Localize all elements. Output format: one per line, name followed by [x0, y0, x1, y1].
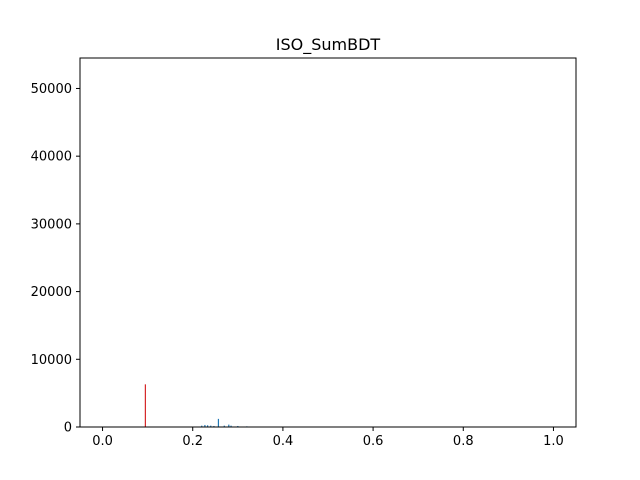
- x-tick-label: 0.6: [363, 434, 384, 449]
- chart-title: ISO_SumBDT: [276, 35, 381, 55]
- x-axis: 0.0 0.2 0.4 0.6 0.8 1.0: [92, 427, 564, 449]
- y-tick-label: 20000: [31, 285, 72, 300]
- y-tick-label: 10000: [31, 353, 72, 368]
- histogram-bar: [230, 425, 232, 427]
- y-tick-label: 0: [64, 421, 72, 436]
- histogram-bar: [217, 418, 220, 427]
- x-tick-label: 0.8: [453, 434, 474, 449]
- histogram-bar: [204, 424, 206, 427]
- histogram-bar: [201, 425, 203, 427]
- histogram-bar: [237, 425, 239, 427]
- x-tick-label: 1.0: [543, 434, 564, 449]
- histogram-bar: [210, 425, 212, 427]
- bars-layer: [144, 384, 248, 427]
- y-tick-label: 40000: [31, 150, 72, 165]
- y-tick-label: 50000: [31, 82, 72, 97]
- x-tick-label: 0.4: [273, 434, 294, 449]
- y-tick-label: 30000: [31, 217, 72, 232]
- histogram-bar: [228, 424, 230, 427]
- x-tick-label: 0.0: [92, 434, 113, 449]
- plot-frame: [79, 57, 577, 428]
- histogram-bar: [223, 425, 225, 427]
- histogram-bar: [213, 425, 215, 427]
- histogram-bar: [144, 384, 146, 427]
- y-axis: 0 10000 20000 30000 40000 50000: [31, 82, 80, 436]
- histogram-bar: [207, 425, 209, 427]
- x-tick-label: 0.2: [182, 434, 203, 449]
